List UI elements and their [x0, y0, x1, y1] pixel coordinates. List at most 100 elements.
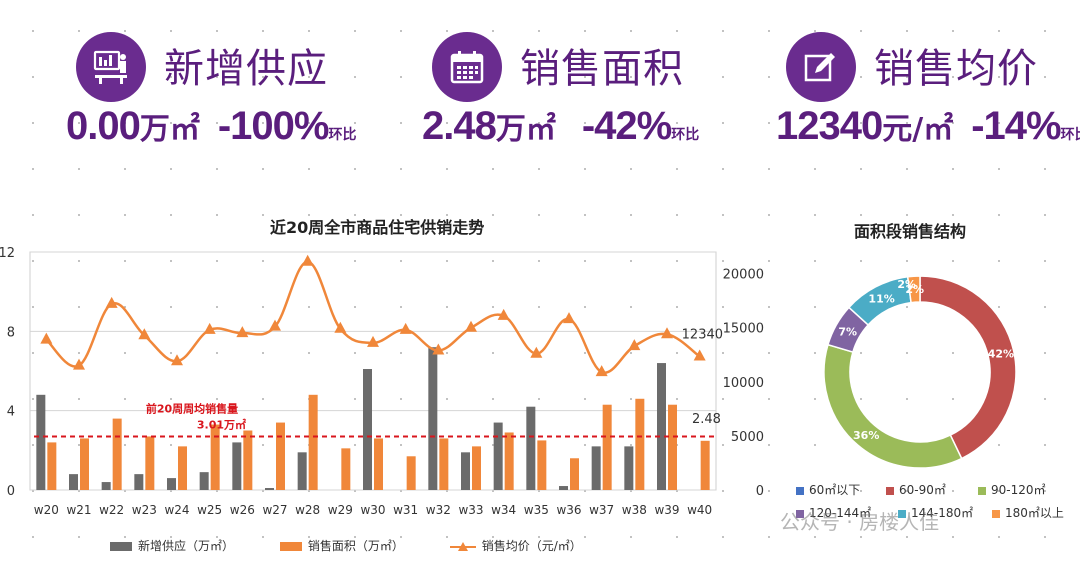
- bar-sales-area: [374, 438, 383, 490]
- bar-sales-area: [308, 394, 318, 490]
- area-end-label: 2.48: [692, 412, 721, 427]
- right-axis-tick-label: 20000: [723, 268, 764, 283]
- bar-new-supply: [36, 394, 46, 490]
- donut-legend-item: 144-180㎡: [898, 504, 973, 521]
- bar-new-supply: [624, 446, 634, 490]
- donut-extra-label: 2%: [897, 278, 916, 291]
- donut-chart: 42%36%7%11%2%2%: [823, 275, 1017, 469]
- donut-legend-item: 180㎡以上: [992, 504, 1064, 521]
- kpi-values: 0.00万㎡ -100%环比: [66, 104, 356, 149]
- bar-sales-area: [406, 456, 416, 490]
- avg-price-point: [105, 296, 118, 308]
- donut-slice-label: 42%: [988, 348, 1014, 361]
- kpi-change: -14%: [971, 104, 1061, 148]
- bar-sales-area: [210, 424, 220, 490]
- bar-new-supply: [363, 369, 372, 490]
- avg-price-point: [138, 328, 151, 340]
- bar-new-supply: [199, 472, 209, 490]
- bar-sales-area: [537, 440, 547, 490]
- avg-price-point: [661, 327, 673, 339]
- legend-item-sales-area: 销售面积（万㎡）: [279, 537, 404, 554]
- x-axis-tick-label: w24: [164, 503, 189, 517]
- avg-price-point: [203, 322, 216, 334]
- donut-chart-title: 面积段销售结构: [854, 222, 967, 241]
- kpi-change: -42%: [581, 104, 672, 148]
- bar-sales-area: [570, 458, 579, 490]
- x-axis-tick-label: w37: [589, 503, 614, 517]
- combo-chart-title: 近20周全市商品住宅供销走势: [270, 218, 485, 237]
- reference-value-label: 3.01万㎡: [197, 417, 246, 431]
- bar-new-supply: [461, 452, 470, 490]
- bar-sales-area: [145, 436, 155, 490]
- bar-sales-area: [700, 440, 710, 490]
- x-axis-tick-label: w28: [295, 503, 320, 517]
- right-axis-tick-label: 10000: [723, 376, 764, 391]
- x-axis-tick-label: w36: [556, 503, 581, 517]
- bar-sales-area: [668, 404, 677, 490]
- kpi-unit: 万㎡: [139, 112, 200, 147]
- avg-price-point: [693, 349, 706, 361]
- donut-slice-label: 11%: [868, 292, 894, 305]
- bar-sales-area: [112, 418, 122, 490]
- avg-price-point: [367, 335, 379, 347]
- bar-sales-area: [47, 442, 57, 490]
- avg-price-point: [301, 254, 314, 266]
- bar-new-supply: [493, 422, 503, 490]
- donut-slice: [823, 343, 963, 469]
- bar-sales-area: [635, 398, 645, 490]
- bar-new-supply: [559, 486, 568, 490]
- combo-chart-legend: 新增供应（万㎡） 销售面积（万㎡） 销售均价（元/㎡）: [110, 537, 600, 554]
- avg-price-point: [40, 332, 53, 344]
- kpi-values: 2.48万㎡ -42%环比: [422, 104, 699, 149]
- right-axis-tick-label: 15000: [723, 322, 764, 337]
- kpi-title: 销售均价: [874, 46, 1038, 92]
- kpi-unit: 万㎡: [495, 112, 556, 147]
- avg-price-point: [432, 343, 445, 355]
- right-axis-tick-label: 5000: [731, 430, 764, 445]
- bar-new-supply: [591, 446, 601, 490]
- kpi-ring-label: 环比: [671, 127, 700, 143]
- edit-icon: [786, 32, 856, 102]
- left-axis-tick-label: 8: [7, 325, 15, 340]
- x-axis-tick-label: w22: [99, 503, 124, 517]
- x-axis-tick-label: w38: [622, 503, 647, 517]
- left-axis-tick-label: 4: [7, 405, 15, 420]
- avg-price-point: [595, 365, 608, 377]
- x-axis-tick-label: w40: [687, 503, 712, 517]
- donut-slice-label: 7%: [838, 325, 857, 338]
- bar-new-supply: [101, 482, 111, 490]
- kpi-number: 12340: [776, 104, 883, 148]
- kpi-values: 12340元/㎡ -14%环比: [776, 104, 1080, 149]
- kpi-ring-label: 环比: [328, 127, 357, 143]
- x-axis-tick-label: w25: [197, 503, 222, 517]
- bar-new-supply: [69, 474, 78, 490]
- left-axis-tick-label: 0: [7, 484, 15, 499]
- bar-new-supply: [265, 488, 274, 490]
- avg-price-point: [171, 354, 183, 366]
- bar-sales-area: [472, 446, 481, 490]
- donut-slice: [906, 275, 921, 304]
- donut-slice-label: 2%: [905, 283, 924, 296]
- legend-item-avg-price: 销售均价（元/㎡）: [449, 537, 582, 554]
- donut-slice: [919, 275, 1017, 460]
- avg-price-point: [563, 312, 575, 324]
- price-end-label: 12340: [682, 328, 723, 343]
- x-axis-tick-label: w21: [66, 503, 91, 517]
- donut-legend-item: 60-90㎡: [886, 481, 946, 498]
- donut-legend-item: 90-120㎡: [978, 481, 1046, 498]
- kpi-number: 0.00: [66, 104, 141, 148]
- plot-frame: [29, 251, 717, 491]
- bar-new-supply: [428, 347, 438, 490]
- combo-chart: 0 4 8 12 0 5000 10000 15000 20000 w20 w21 w22 w23 w24…: [0, 246, 764, 517]
- x-axis-tick-label: w31: [393, 503, 418, 517]
- legend-item-new-supply: 新增供应（万㎡）: [110, 537, 234, 554]
- kpi-number: 2.48: [422, 104, 497, 148]
- bar-sales-area: [439, 438, 449, 490]
- left-axis-tick-label: 12: [0, 246, 15, 261]
- bar-new-supply: [297, 452, 307, 490]
- x-axis-tick-label: w29: [328, 503, 353, 517]
- bar-new-supply: [526, 406, 536, 490]
- x-axis-tick-label: w32: [426, 503, 451, 517]
- avg-price-point: [530, 346, 543, 358]
- x-axis-tick-label: w35: [524, 503, 549, 517]
